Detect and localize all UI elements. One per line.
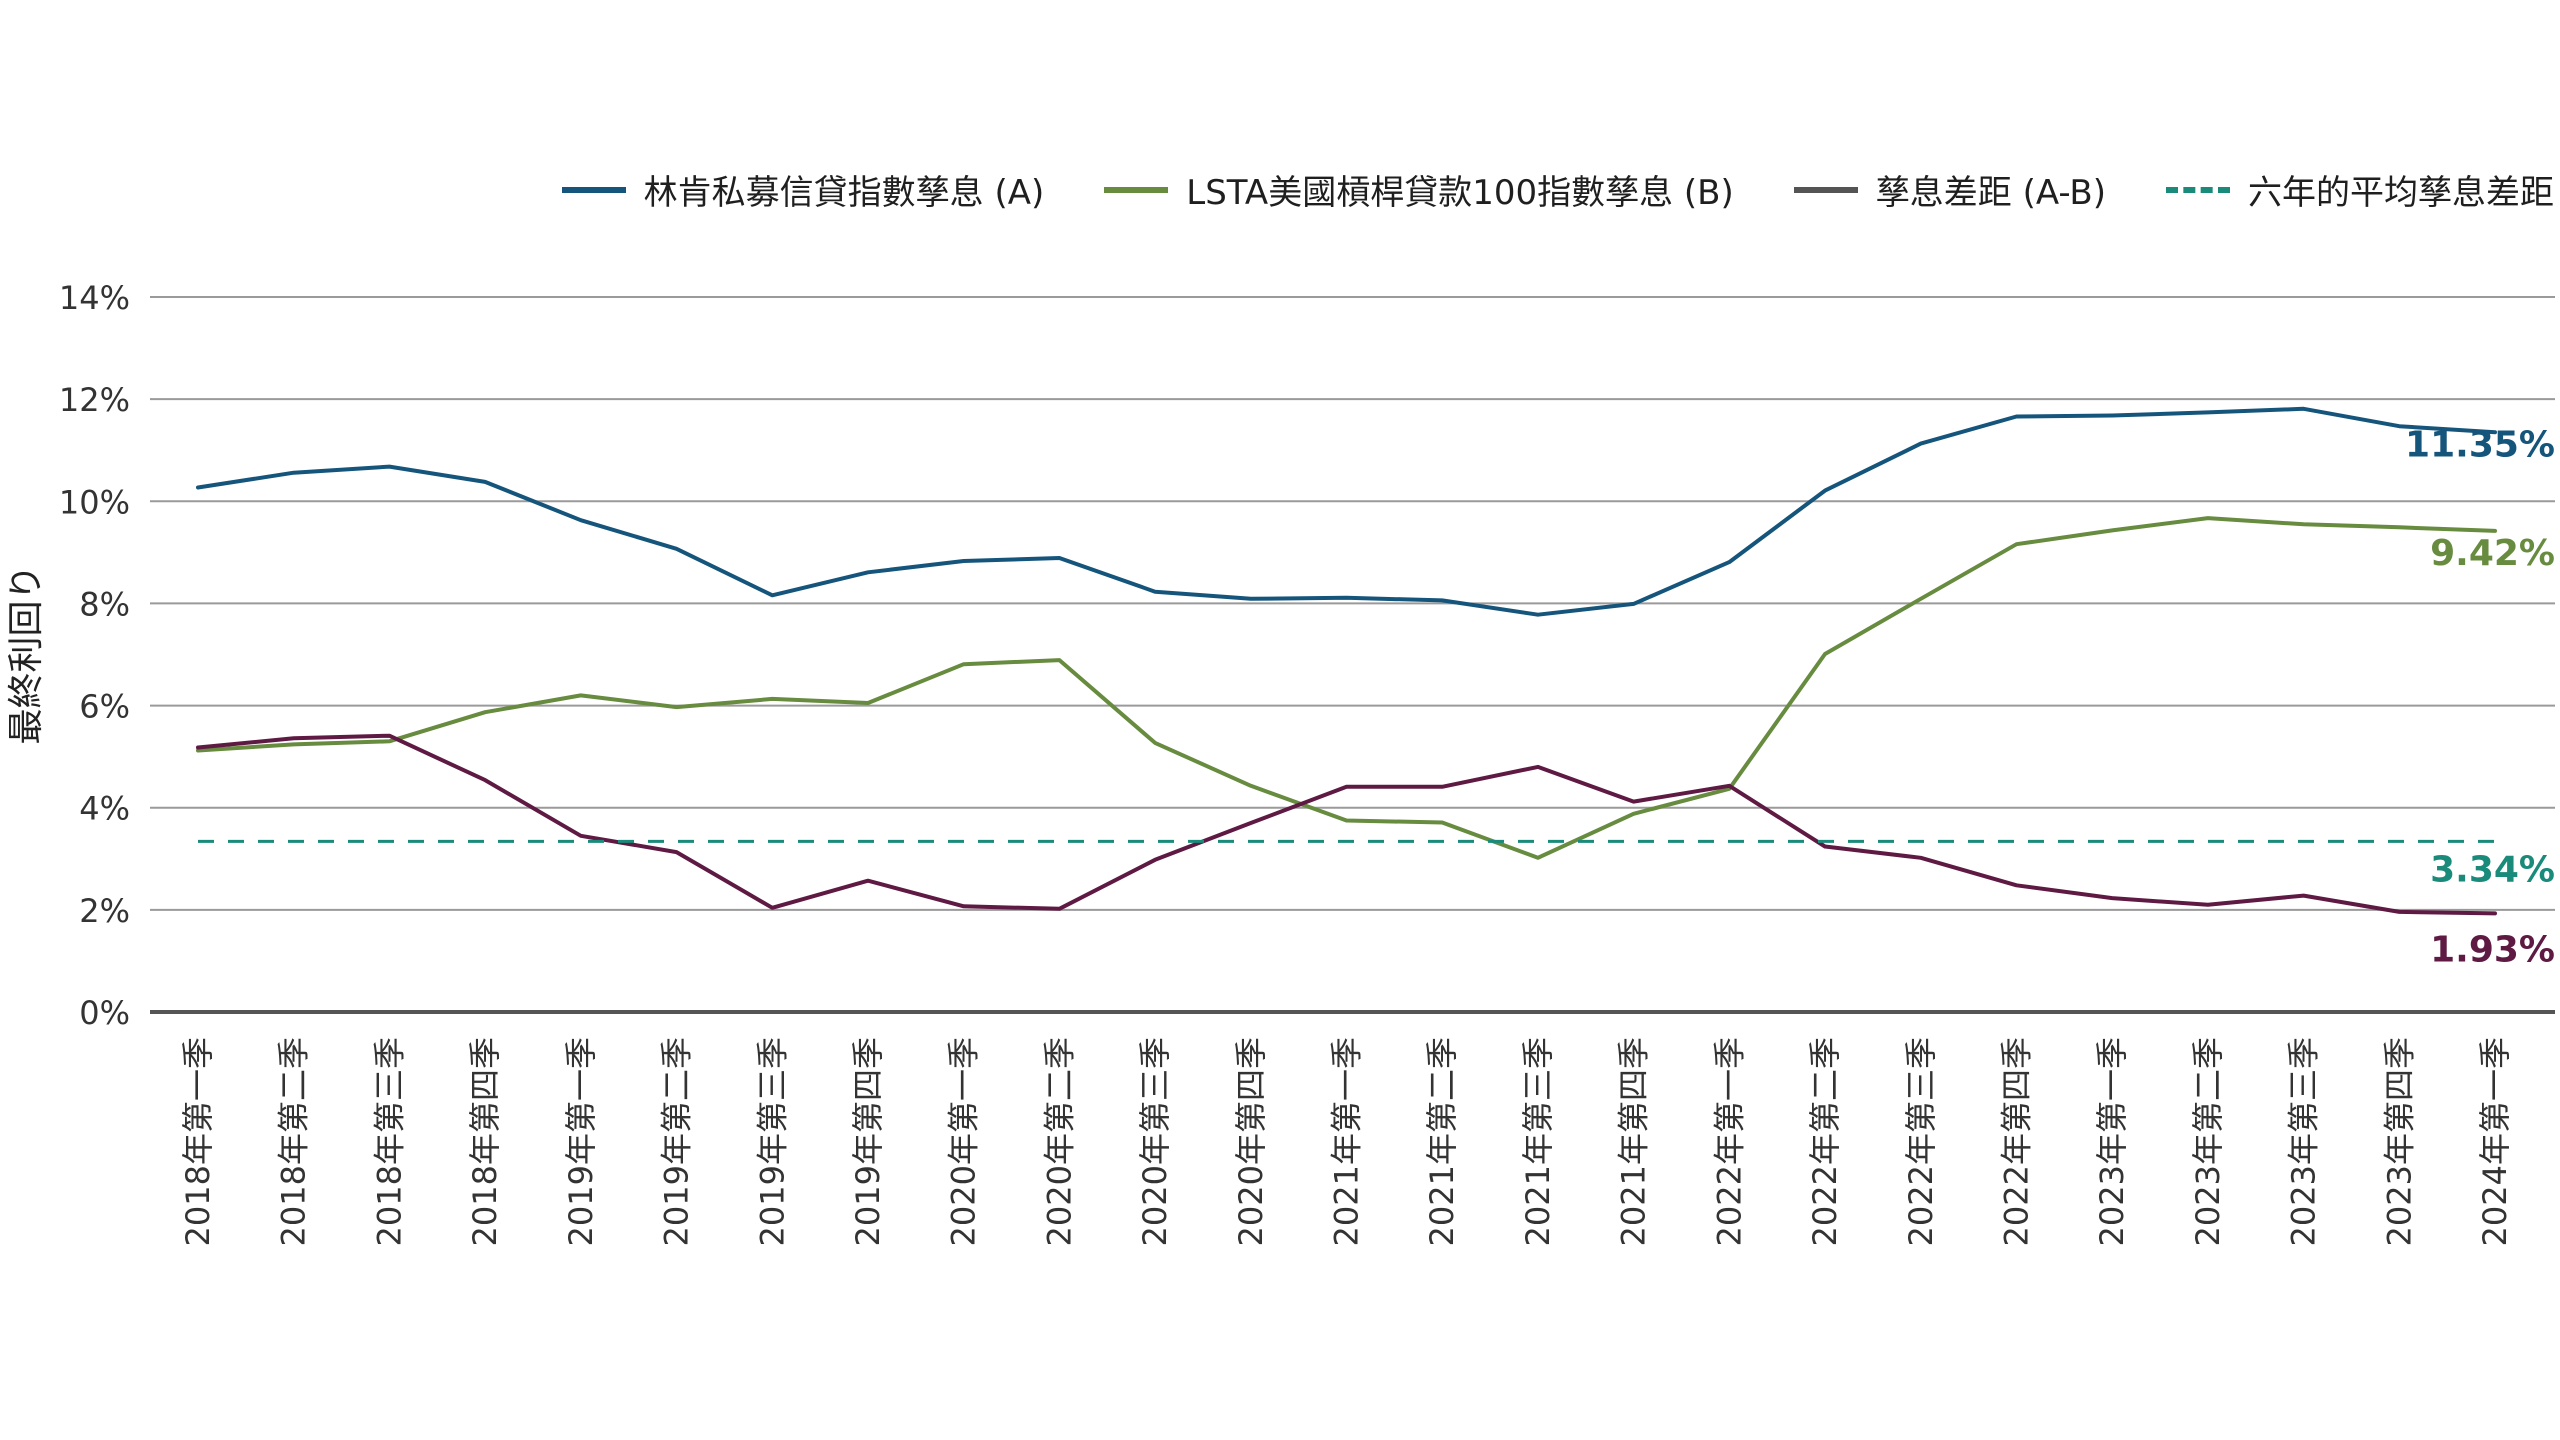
legend-swatch-spread [1793, 186, 1858, 193]
legend-label-b: LSTA美國槓桿貸款100指數孳息 (B) [1186, 173, 1734, 213]
legend: 林肯私募信貸指數孳息 (A) LSTA美國槓桿貸款100指數孳息 (B) 孳息差… [561, 165, 2554, 214]
x-tick-label: 2018年第三季 [370, 1037, 408, 1246]
x-tick-label: 2022年第四季 [1997, 1037, 2035, 1246]
series-end-label-0: 11.35% [2405, 424, 2555, 465]
x-tick-label: 2024年第一季 [2476, 1037, 2514, 1246]
series-line-1 [196, 516, 2497, 860]
y-tick-label: 10% [59, 483, 130, 521]
x-tick-label: 2022年第二季 [1806, 1037, 1844, 1246]
x-tick-label: 2018年第一季 [179, 1037, 217, 1246]
x-tick-label: 2020年第四季 [1232, 1037, 1270, 1246]
series-end-label-1: 9.42% [2430, 533, 2555, 574]
y-tick-label: 2% [79, 892, 130, 930]
series-line-0 [196, 406, 2497, 617]
y-tick-label: 4% [79, 790, 130, 828]
x-tick-label: 2020年第三季 [1136, 1037, 1174, 1246]
x-tick-label: 2022年第一季 [1710, 1037, 1748, 1246]
legend-item-average: 六年的平均孳息差距 [2166, 165, 2554, 214]
y-tick-label: 6% [79, 688, 130, 726]
legend-swatch-a [561, 186, 626, 193]
series-end-label-3: 3.34% [2430, 849, 2555, 890]
x-tick-label: 2022年第三季 [1902, 1037, 1940, 1246]
x-tick-label: 2018年第四季 [466, 1037, 504, 1246]
x-tick-label: 2023年第二季 [2189, 1037, 2227, 1246]
x-tick-label: 2020年第一季 [945, 1037, 983, 1246]
legend-label-a: 林肯私募信貸指數孳息 (A) [643, 173, 1045, 213]
y-tick-label: 8% [79, 585, 130, 623]
y-tick-label: 12% [59, 381, 130, 419]
y-tick-label: 14% [59, 279, 130, 317]
legend-swatch-average [2166, 186, 2230, 193]
y-axis-label: 最終利回り [6, 564, 47, 744]
x-tick-label: 2020年第二季 [1040, 1037, 1078, 1246]
series-line-2 [196, 733, 2497, 916]
x-tick-label: 2019年第三季 [753, 1037, 791, 1246]
y-tick-label: 0% [79, 994, 130, 1032]
x-tick-label: 2018年第二季 [275, 1037, 313, 1246]
x-tick-label: 2021年第三季 [1519, 1037, 1557, 1246]
x-tick-label: 2019年第二季 [658, 1037, 696, 1246]
legend-swatch-b [1104, 186, 1169, 193]
legend-label-average: 六年的平均孳息差距 [2248, 173, 2554, 213]
x-tick-label: 2019年第一季 [562, 1037, 600, 1246]
x-tick-label: 2023年第一季 [2093, 1037, 2131, 1246]
legend-item-spread: 孳息差距 (A-B) [1793, 165, 2106, 214]
x-tick-label: 2021年第二季 [1423, 1037, 1461, 1246]
x-tick-label: 2019年第四季 [849, 1037, 887, 1246]
legend-item-a: 林肯私募信貸指數孳息 (A) [561, 165, 1045, 214]
legend-item-b: LSTA美國槓桿貸款100指數孳息 (B) [1104, 165, 1734, 214]
series-end-label-2: 1.93% [2430, 929, 2555, 970]
x-tick-label: 2021年第四季 [1615, 1037, 1653, 1246]
legend-label-spread: 孳息差距 (A-B) [1875, 173, 2106, 213]
x-tick-label: 2023年第四季 [2380, 1037, 2418, 1246]
x-tick-label: 2023年第三季 [2285, 1037, 2323, 1246]
x-tick-label: 2021年第一季 [1328, 1037, 1366, 1246]
